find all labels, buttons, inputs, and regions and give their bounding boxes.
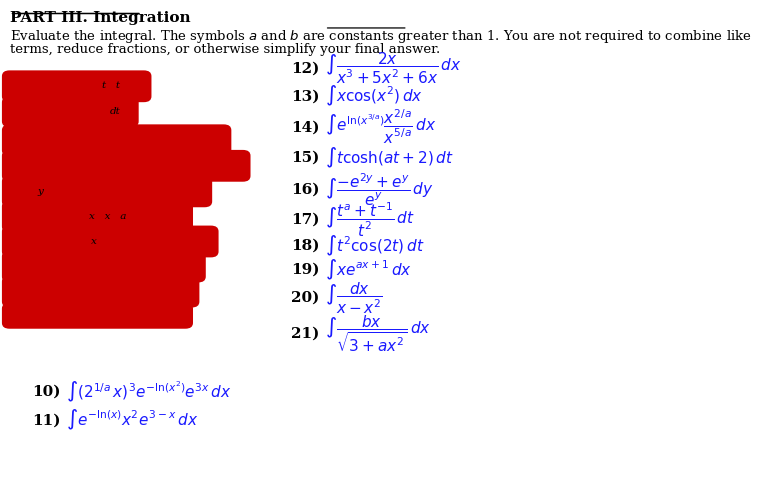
Text: $\int \dfrac{bx}{\sqrt{3+ax^2}}\,dx$: $\int \dfrac{bx}{\sqrt{3+ax^2}}\,dx$ [325,313,431,354]
Text: terms, reduce fractions, or otherwise simplify your final answer.: terms, reduce fractions, or otherwise si… [9,43,440,56]
Text: dt: dt [110,107,121,116]
Text: $\int(2^{1/a}\,x)^3 e^{-\ln(x^2)}e^{3x}\,dx$: $\int(2^{1/a}\,x)^3 e^{-\ln(x^2)}e^{3x}\… [66,379,232,404]
FancyBboxPatch shape [2,276,200,308]
FancyBboxPatch shape [2,96,139,127]
FancyBboxPatch shape [2,150,251,182]
Text: Evaluate the integral. The symbols $a$ and $b$ are constants greater than 1. You: Evaluate the integral. The symbols $a$ a… [9,28,751,45]
Text: $\int \dfrac{-e^{2y}+e^{y}}{e^{y}}\,dy$: $\int \dfrac{-e^{2y}+e^{y}}{e^{y}}\,dy$ [325,172,433,208]
Text: 18): 18) [290,239,319,253]
Text: $\int t^2\cos(2t)\,dt$: $\int t^2\cos(2t)\,dt$ [325,234,424,258]
Text: $\int x\cos(x^2)\,dx$: $\int x\cos(x^2)\,dx$ [325,84,423,108]
Text: $\int \dfrac{dx}{x-x^2}$: $\int \dfrac{dx}{x-x^2}$ [325,280,383,316]
Text: y: y [37,187,43,196]
FancyBboxPatch shape [2,124,231,156]
Text: 13): 13) [290,89,319,104]
FancyBboxPatch shape [2,226,218,257]
Text: $\int xe^{ax+1}\,dx$: $\int xe^{ax+1}\,dx$ [325,258,412,282]
FancyBboxPatch shape [2,70,151,102]
Text: 16): 16) [290,183,319,197]
FancyBboxPatch shape [2,201,193,232]
Text: x: x [91,238,96,246]
Text: t   t: t t [103,81,121,90]
Text: 19): 19) [290,263,319,277]
Text: 14): 14) [290,120,319,134]
FancyBboxPatch shape [2,303,193,329]
Text: 20): 20) [290,291,319,305]
FancyBboxPatch shape [2,175,212,207]
Text: $\int e^{-\ln(x)}x^2e^{3-x}\,dx$: $\int e^{-\ln(x)}x^2e^{3-x}\,dx$ [66,408,198,432]
Text: x   x   a: x x a [89,213,127,221]
Text: 17): 17) [290,213,319,227]
Text: 15): 15) [290,151,319,165]
Text: $\int e^{\ln(x^{3/a})}\dfrac{x^{2/a}}{x^{5/a}}\,dx$: $\int e^{\ln(x^{3/a})}\dfrac{x^{2/a}}{x^… [325,108,436,147]
FancyBboxPatch shape [2,251,206,282]
Text: 21): 21) [290,326,319,341]
Text: $\int t\cosh(at+2)\,dt$: $\int t\cosh(at+2)\,dt$ [325,146,453,170]
Text: $\int \dfrac{2x}{x^3+5x^2+6x}\,dx$: $\int \dfrac{2x}{x^3+5x^2+6x}\,dx$ [325,51,461,86]
Text: PART III. Integration: PART III. Integration [9,11,190,25]
Text: $\int \dfrac{t^{a}+t^{-1}}{t^{2}}\,dt$: $\int \dfrac{t^{a}+t^{-1}}{t^{2}}\,dt$ [325,201,414,239]
Text: 10): 10) [32,384,60,399]
Text: 11): 11) [32,413,60,428]
Text: 12): 12) [290,61,319,76]
